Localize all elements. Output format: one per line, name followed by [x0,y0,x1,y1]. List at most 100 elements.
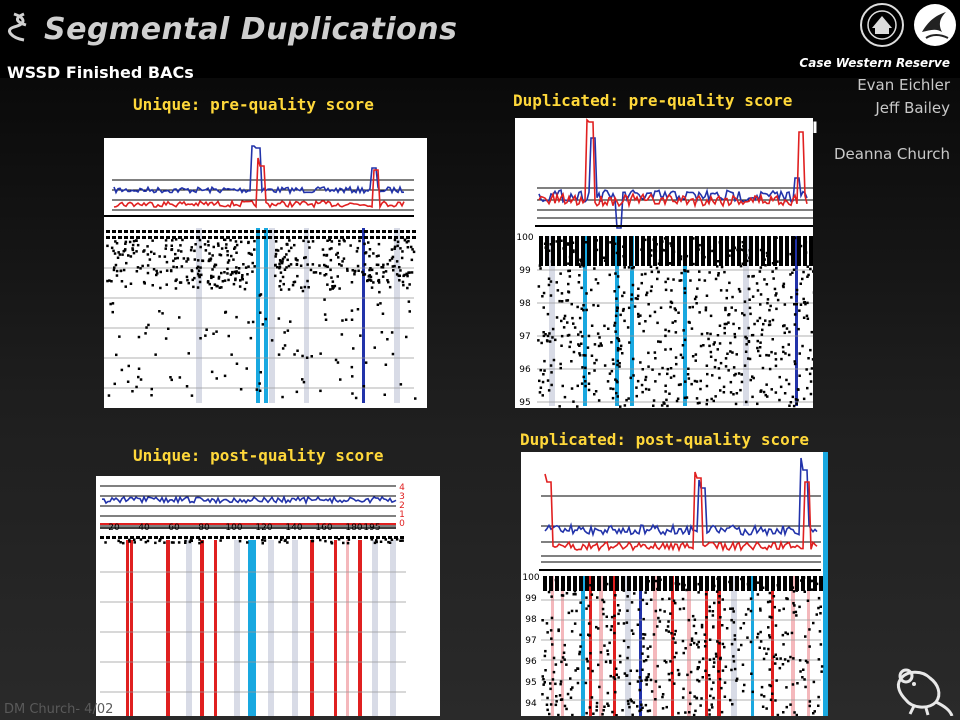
alignment-dot [546,696,549,700]
alignment-dot [306,279,309,283]
alignment-dot [665,398,668,402]
alignment-dash [322,230,326,233]
alignment-dot [720,710,724,714]
alignment-dash [593,248,597,251]
alignment-dot [793,236,797,240]
alignment-dot [768,615,771,619]
slide-subtitle: WSSD Finished BACs [7,63,194,82]
alignment-dot [692,641,696,645]
alignment-dot [749,378,752,382]
alignment-dash [803,263,807,266]
alignment-dot [369,279,373,282]
alignment-dot [705,398,709,402]
alignment-dot [342,257,346,260]
alignment-dash [388,536,392,539]
alignment-dash [633,579,637,582]
alignment-dot [245,281,248,284]
alignment-dot [590,288,593,292]
alignment-dash [665,245,669,248]
alignment-dash [394,230,398,233]
tick-label: 195 [363,523,380,533]
alignment-dot [204,249,208,252]
alignment-dash [575,263,579,266]
alignment-dot [726,261,729,264]
alignment-dot [769,684,773,688]
alignment-dot [592,303,595,307]
credit-name: Deanna Church [833,145,950,163]
alignment-dot [562,651,566,654]
alignment-dot [685,588,688,592]
nih-seal-icon [860,3,904,47]
alignment-dot [731,351,734,354]
alignment-dash [352,236,356,239]
alignment-dot [146,539,150,543]
alignment-dot [578,263,581,266]
alignment-dash [611,236,615,239]
alignment-dot [791,236,794,239]
alignment-dot [654,380,657,383]
alignment-dot [716,577,719,580]
alignment-dash [665,260,669,263]
alignment-dot [724,306,727,310]
alignment-dot [817,596,821,600]
alignment-dot [110,246,114,250]
alignment-dot [195,266,199,270]
alignment-dot [137,375,140,379]
alignment-dot [644,272,647,276]
alignment-dot [738,290,742,293]
alignment-dot [652,633,656,636]
alignment-dot [573,622,577,625]
alignment-dot [163,255,167,258]
alignment-dot [665,661,668,664]
alignment-dot [810,330,813,334]
plot-unique-pre [104,145,417,403]
alignment-dot [668,597,671,600]
alignment-dot [759,609,762,612]
alignment-dot [375,539,378,542]
alignment-dot [687,367,690,370]
alignment-dot [217,275,221,279]
alignment-dot [568,345,571,349]
alignment-dot [775,679,778,682]
alignment-dot [734,402,738,406]
alignment-dot [211,268,214,271]
alignment-dot [331,280,335,283]
alignment-dash [741,576,745,579]
alignment-dot [159,270,162,274]
alignment-dot [146,264,150,267]
alignment-dot [570,387,574,390]
alignment-dash [695,251,699,254]
alignment-dash [274,230,278,233]
alignment-dot [690,327,694,330]
alignment-dot [356,308,360,311]
alignment-dash [605,245,609,248]
alignment-dash [725,242,729,245]
alignment-dash [100,536,104,539]
alignment-dot [350,318,354,321]
alignment-dash [779,251,783,254]
alignment-dash [581,248,585,251]
alignment-dot [627,397,630,400]
alignment-dot [584,366,587,370]
alignment-dot [679,353,683,357]
alignment-dot [381,266,385,269]
alignment-dot [648,261,651,264]
alignment-dot [578,316,582,320]
alignment-dot [132,251,136,255]
alignment-dash [663,582,667,585]
alignment-dot [693,297,697,301]
alignment-dash [346,536,350,539]
alignment-dot [819,612,822,615]
alignment-dash [789,585,793,588]
alignment-dot [135,270,139,273]
alignment-dot [606,380,610,383]
red-series [544,471,818,553]
alignment-dash [166,536,170,539]
alignment-dash [603,588,607,591]
alignment-dash [725,254,729,257]
alignment-dot [690,639,694,642]
alignment-dash [747,579,751,582]
alignment-dot [601,607,605,611]
alignment-dot [560,319,563,323]
